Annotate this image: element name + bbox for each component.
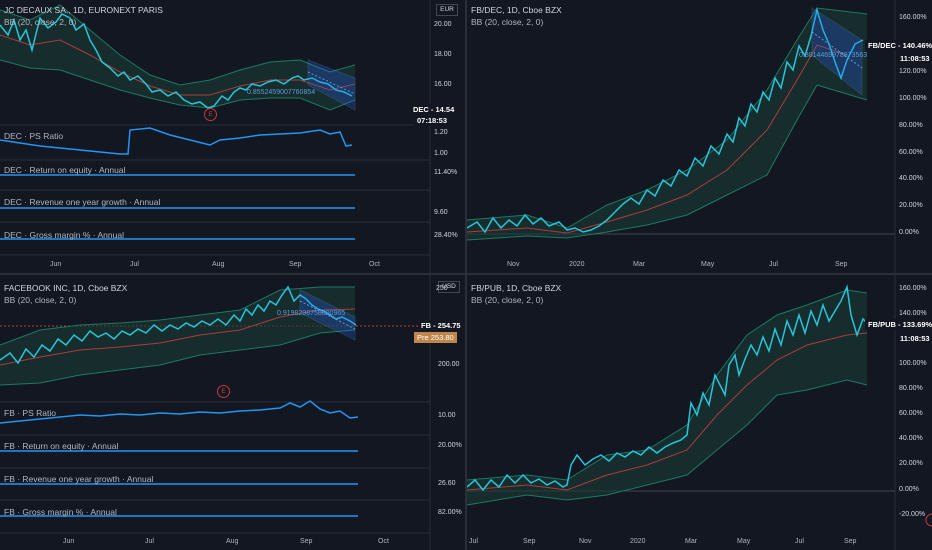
facebook-gross-margin-label[interactable]: FB · Gross margin % · Annual [4,507,117,517]
fbpub-panel[interactable]: FB/PUB, 1D, Cboe BZX BB (20, close, 2, 0… [467,275,932,550]
fbdec-xaxis-may: May [701,261,715,268]
fbdec-xaxis-2020: 2020 [569,261,585,268]
fbpub-xaxis-sep-2: Sep [844,538,857,545]
pane-separator-vertical[interactable] [465,0,467,550]
facebook-ps-ratio-label[interactable]: FB · PS Ratio [4,408,56,418]
facebook-currency: USD [438,281,460,293]
jcdecaux-gross-margin-value: 28.40% [434,232,458,239]
fbdec-tick-0: 0.00% [899,229,919,236]
facebook-roe-value: 20.00% [438,442,462,449]
facebook-panel[interactable]: FACEBOOK INC, 1D, Cboe BZX BB (20, close… [0,275,465,550]
fbpub-xaxis-2020: 2020 [630,538,646,545]
facebook-xaxis-jul: Jul [145,538,154,545]
fbdec-xaxis-nov: Nov [507,261,520,268]
jcdecaux-xaxis-jul: Jul [130,261,139,268]
fbdec-tick-20: 20.00% [899,202,923,209]
fbdec-tick-160: 160.00% [899,14,927,21]
jcdecaux-ps-ratio-label[interactable]: DEC · PS Ratio [4,131,64,141]
fbdec-xaxis-mar: Mar [633,261,646,268]
fbdec-title[interactable]: FB/DEC, 1D, Cboe BZX [471,5,562,15]
jcdecaux-earnings-event-icon[interactable]: E [204,108,217,121]
fbpub-chart-svg[interactable] [467,275,932,550]
jcdecaux-panel[interactable]: JC DECAUX SA., 1D, EURONEXT PARIS BB (20… [0,0,465,273]
facebook-xaxis-aug: Aug [226,538,239,545]
jcdecaux-countdown: 07:18:53 [414,115,451,126]
facebook-revenue-growth-label[interactable]: FB · Revenue one year growth · Annual [4,474,154,484]
jcdecaux-roe-label[interactable]: DEC · Return on equity · Annual [4,165,126,175]
facebook-price-tag: FB - 254.75 [418,320,464,331]
fbdec-xaxis-jul: Jul [769,261,778,268]
fbpub-tick-40: 40.00% [899,435,923,442]
jcdecaux-indicator-label[interactable]: BB (20, close, 2, 0) [4,17,77,27]
fbpub-xaxis-jul-2: Jul [795,538,804,545]
fbdec-indicator-label[interactable]: BB (20, close, 2, 0) [471,17,544,27]
jcdecaux-revenue-growth-value: 9.60 [434,209,448,216]
facebook-chart-svg[interactable] [0,275,465,550]
fbpub-countdown: 11:08:53 [897,333,932,344]
jcdecaux-xaxis-oct: Oct [369,261,380,268]
fbdec-tick-80: 80.00% [899,122,923,129]
facebook-ps-value: 10.00 [438,412,456,419]
facebook-premarket-label: Pre [417,333,429,342]
jcdecaux-gross-margin-label[interactable]: DEC · Gross margin % · Annual [4,230,124,240]
jcdecaux-price-tag: DEC - 14.54 [410,104,458,115]
jcdecaux-xaxis-jun: Jun [50,261,62,268]
fbdec-panel[interactable]: FB/DEC, 1D, Cboe BZX BB (20, close, 2, 0… [467,0,932,273]
fbpub-xaxis-may: May [737,538,751,545]
facebook-indicator-label[interactable]: BB (20, close, 2, 0) [4,295,77,305]
facebook-revenue-growth-value: 26.60 [438,480,456,487]
fbdec-tick-100: 100.00% [899,95,927,102]
jcdecaux-tick-18: 18.00 [434,51,452,58]
fbdec-xaxis-sep: Sep [835,261,848,268]
jcdecaux-chart-svg[interactable] [0,0,465,273]
fbpub-tick-20: 20.00% [899,460,923,467]
jcdecaux-xaxis-sep: Sep [289,261,302,268]
fbdec-price-tag: FB/DEC - 140.46% [865,40,932,51]
jcdecaux-xaxis-aug: Aug [212,261,225,268]
fbdec-chart-svg[interactable] [467,0,932,273]
facebook-xaxis-oct: Oct [378,538,389,545]
facebook-title[interactable]: FACEBOOK INC, 1D, Cboe BZX [4,283,128,293]
fbdec-tick-120: 120.00% [899,68,927,75]
fbpub-xaxis-sep-1: Sep [523,538,536,545]
pane-separator-horizontal[interactable] [0,273,932,275]
facebook-earnings-event-icon[interactable]: E [217,385,230,398]
facebook-tick-250: 250 [436,285,448,292]
fbpub-tick-60: 60.00% [899,410,923,417]
fbpub-tick-100: 100.00% [899,360,927,367]
jcdecaux-ps-tick-1: 1.20 [434,129,448,136]
fbdec-countdown: 11:08:53 [897,53,932,64]
fbpub-tick-140: 140.00% [899,310,927,317]
jcdecaux-tick-16: 16.00 [434,81,452,88]
fbdec-tick-40: 40.00% [899,175,923,182]
facebook-roe-label[interactable]: FB · Return on equity · Annual [4,441,119,451]
jcdecaux-revenue-growth-label[interactable]: DEC · Revenue one year growth · Annual [4,197,161,207]
jcdecaux-ps-tick-2: 1.00 [434,150,448,157]
fbpub-tick-neg20: -20.00% [899,511,926,518]
jcdecaux-tick-20: 20.00 [434,21,452,28]
fbpub-tick-160: 160.00% [899,285,927,292]
fbpub-price-tag: FB/PUB - 133.69% [865,319,932,330]
facebook-tick-200: 200.00 [438,361,460,368]
fbpub-indicator-label[interactable]: BB (20, close, 2, 0) [471,295,544,305]
jcdecaux-currency: EUR [436,4,458,16]
fbdec-regression-label: 0.8814469978873563 [799,52,868,59]
facebook-gross-margin-value: 82.00% [438,509,462,516]
facebook-premarket-tag: Pre 253.80 [414,332,457,343]
fbpub-xaxis-nov: Nov [579,538,592,545]
fbpub-xaxis-jul-1: Jul [469,538,478,545]
facebook-premarket-value: 253.80 [430,333,454,342]
facebook-xaxis-jun: Jun [63,538,75,545]
fbdec-tick-60: 60.00% [899,149,923,156]
fbpub-tick-80: 80.00% [899,385,923,392]
fbpub-tick-0: 0.00% [899,486,919,493]
facebook-xaxis-sep: Sep [300,538,313,545]
jcdecaux-title[interactable]: JC DECAUX SA., 1D, EURONEXT PARIS [4,5,163,15]
fbpub-title[interactable]: FB/PUB, 1D, Cboe BZX [471,283,562,293]
jcdecaux-roe-value: 11.40% [434,169,458,176]
fbpub-xaxis-mar: Mar [685,538,698,545]
facebook-regression-label: 0.9198298758800965 [277,310,346,317]
jcdecaux-regression-label: 0.8552459007760854 [247,89,316,96]
